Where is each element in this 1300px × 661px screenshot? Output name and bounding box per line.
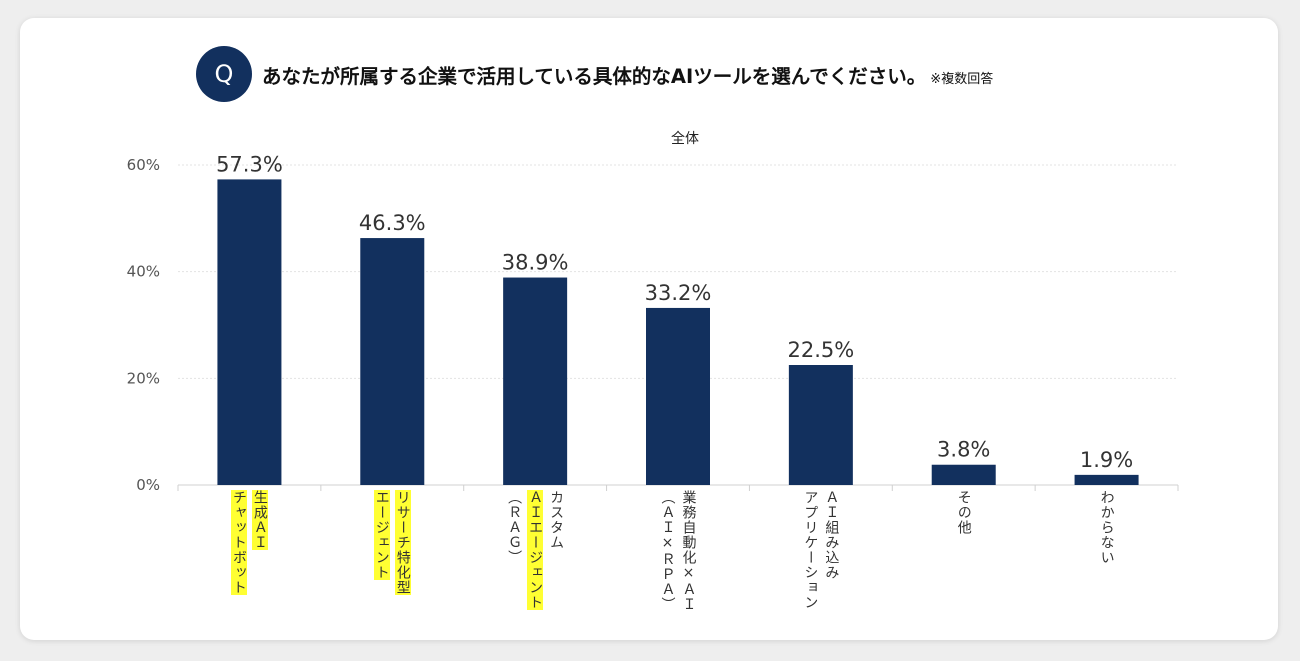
chart-title: 全体	[671, 130, 699, 147]
x-category-label-text: ＡＩ組み込み	[823, 490, 840, 580]
x-category-label-line: （ＲＡＧ）	[504, 490, 524, 610]
x-category-label-line: チャットボット	[229, 490, 249, 595]
x-category-label-text: その他	[955, 490, 972, 535]
q-badge: Q	[196, 46, 252, 102]
x-category-label-text: チャットボット	[230, 490, 247, 595]
x-category-label-text: リサーチ特化型	[394, 490, 411, 595]
question-header: Q あなたが所属する企業で活用している具体的なAIツールを選んでください。 ※複数…	[196, 46, 993, 102]
x-category-label: その他	[954, 490, 974, 535]
x-category-label: わからない	[1097, 490, 1117, 565]
bar	[503, 277, 568, 485]
bar	[646, 307, 710, 485]
bar	[360, 238, 425, 485]
bar	[931, 464, 996, 485]
x-category-label: リサーチ特化型 エージェント	[372, 490, 413, 595]
x-category-label-line: 生成ＡＩ	[250, 490, 270, 595]
x-category-label-line: カスタム	[546, 490, 566, 610]
bar-value-label: 33.2%	[645, 281, 712, 305]
x-category-label-line: わからない	[1097, 490, 1117, 565]
x-category-label-text: エージェント	[373, 490, 390, 580]
y-tick-label: 60%	[127, 156, 160, 174]
bar-value-label: 38.9%	[502, 251, 569, 275]
x-category-label-text: （ＡＩ×ＲＰＡ）	[659, 490, 676, 612]
x-category-label-text: （ＲＡＧ）	[506, 490, 523, 565]
x-category-label: ＡＩ組み込み アプリケーション	[800, 490, 841, 610]
x-category-label-text: 生成ＡＩ	[251, 490, 268, 550]
y-tick-label: 20%	[127, 369, 160, 387]
x-category-label-line: リサーチ特化型	[393, 490, 413, 595]
bar-value-label: 3.8%	[937, 438, 990, 462]
x-category-label-text: ＡＩエージェント	[527, 490, 544, 610]
x-category-label-line: （ＡＩ×ＲＰＡ）	[658, 490, 678, 612]
bar	[788, 365, 853, 485]
y-tick-label: 0%	[136, 476, 160, 494]
x-category-label-text: カスタム	[548, 490, 565, 550]
x-category-label: 業務自動化×ＡＩ （ＡＩ×ＲＰＡ）	[658, 490, 699, 612]
x-category-label-line: ＡＩエージェント	[525, 490, 545, 610]
x-category-label-line: ＡＩ組み込み	[821, 490, 841, 610]
y-tick-label: 40%	[127, 263, 160, 281]
x-category-label-text: アプリケーション	[802, 490, 819, 610]
question-text: あなたが所属する企業で活用している具体的なAIツールを選んでください。 ※複数回答	[262, 64, 994, 88]
x-category-label-line: エージェント	[372, 490, 392, 595]
x-category-label-line: 業務自動化×ＡＩ	[679, 490, 699, 612]
x-category-label-text: わからない	[1098, 490, 1115, 565]
bar	[1074, 474, 1139, 485]
bar-value-label: 22.5%	[787, 338, 854, 362]
x-category-label: カスタム ＡＩエージェント （ＲＡＧ）	[504, 490, 566, 610]
x-category-label-line: アプリケーション	[800, 490, 820, 610]
bar-value-label: 57.3%	[216, 152, 283, 176]
bar-value-label: 1.9%	[1080, 448, 1133, 472]
multiple-answer-note: ※複数回答	[930, 71, 994, 87]
x-category-label-line: その他	[954, 490, 974, 535]
x-category-label: 生成ＡＩ チャットボット	[229, 490, 270, 595]
bar	[217, 179, 282, 485]
bar-value-label: 46.3%	[359, 211, 426, 235]
x-category-label-text: 業務自動化×ＡＩ	[680, 490, 697, 612]
